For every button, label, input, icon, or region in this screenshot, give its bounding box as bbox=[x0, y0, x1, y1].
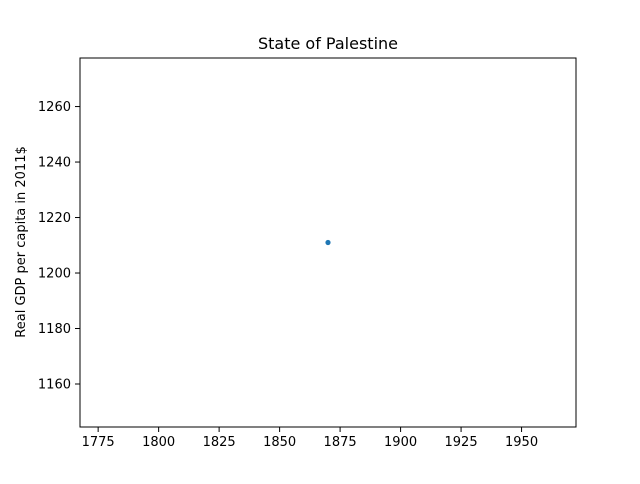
y-tick-label: 1180 bbox=[38, 322, 71, 337]
x-tick-label: 1825 bbox=[203, 435, 236, 450]
ticks-layer: 1775 1800 1825 1850 1875 1900 1925 1950 1160 1180… bbox=[38, 100, 538, 450]
y-tick-label: 1240 bbox=[38, 156, 71, 171]
x-tick-label: 1900 bbox=[384, 435, 417, 450]
x-tick-label: 1950 bbox=[505, 435, 538, 450]
x-tick-label: 1850 bbox=[263, 435, 296, 450]
x-tick-label: 1775 bbox=[82, 435, 115, 450]
points-layer bbox=[325, 239, 331, 246]
x-tick-label: 1925 bbox=[445, 435, 478, 450]
chart-title: State of Palestine bbox=[258, 34, 398, 53]
y-axis-label: Real GDP per capita in 2011$ bbox=[14, 146, 29, 337]
plot-frame bbox=[79, 57, 577, 428]
y-tick-label: 1160 bbox=[38, 377, 71, 392]
y-tick-label: 1260 bbox=[38, 100, 71, 115]
y-tick-label: 1220 bbox=[38, 211, 71, 226]
y-tick-label: 1200 bbox=[38, 267, 71, 282]
data-point bbox=[325, 239, 331, 246]
x-tick-label: 1800 bbox=[142, 435, 175, 450]
x-tick-label: 1875 bbox=[324, 435, 357, 450]
